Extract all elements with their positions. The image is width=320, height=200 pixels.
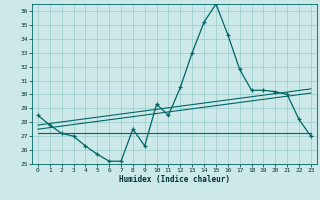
X-axis label: Humidex (Indice chaleur): Humidex (Indice chaleur) (119, 175, 230, 184)
